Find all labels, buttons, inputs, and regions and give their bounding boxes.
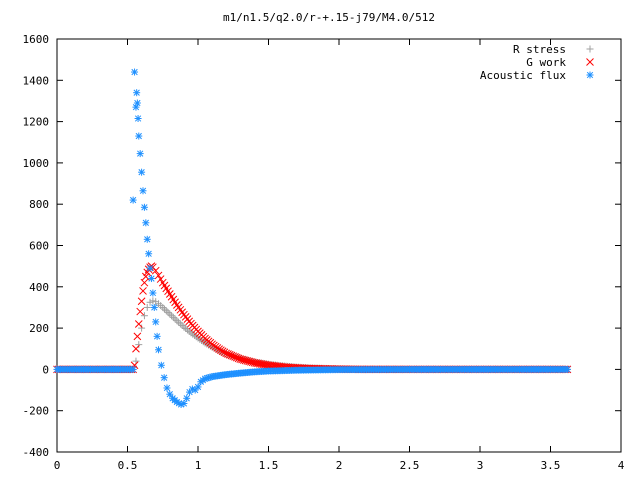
data-point — [194, 383, 202, 391]
data-point — [130, 361, 139, 370]
y-tick-label: 1400 — [23, 74, 50, 87]
legend-label: Acoustic flux — [480, 69, 566, 82]
data-point — [166, 390, 174, 398]
data-point — [182, 325, 190, 333]
x-tick-label: 4 — [618, 459, 625, 472]
chart-title: m1/n1.5/q2.0/r-+.15-j79/M4.0/512 — [223, 11, 435, 24]
data-point — [133, 89, 141, 97]
data-point — [173, 317, 181, 325]
data-point — [188, 385, 196, 393]
data-point — [129, 196, 137, 204]
data-point — [133, 332, 142, 341]
data-point — [132, 344, 140, 353]
y-tick-label: 600 — [29, 240, 49, 253]
x-axis: 0 0.5 1 1.5 2 2.5 3 3.5 4 — [54, 39, 625, 472]
data-point — [137, 297, 146, 306]
data-point — [161, 305, 169, 313]
data-point — [217, 346, 225, 355]
data-point — [154, 271, 163, 280]
data-point — [163, 384, 171, 392]
data-point — [136, 150, 144, 158]
data-point — [147, 275, 155, 283]
data-point — [180, 399, 188, 407]
data-point — [183, 326, 191, 334]
data-point — [134, 320, 143, 328]
legend-marker — [586, 45, 594, 53]
data-point — [140, 278, 149, 287]
data-point — [156, 275, 165, 283]
data-point — [139, 287, 147, 295]
y-tick-label: 1000 — [23, 157, 50, 170]
data-point — [146, 264, 154, 272]
x-tick-label: 2 — [336, 459, 343, 472]
data-point — [131, 68, 139, 76]
y-tick-label: -200 — [23, 405, 50, 418]
data-point — [183, 394, 191, 402]
data-point — [129, 365, 137, 373]
y-tick-label: 400 — [29, 281, 49, 294]
data-point — [160, 374, 168, 382]
x-tick-label: 3.5 — [541, 459, 561, 472]
x-tick-label: 1 — [195, 459, 202, 472]
data-point — [143, 303, 151, 311]
data-point — [157, 361, 165, 369]
data-point — [153, 332, 161, 340]
y-tick-label: 800 — [29, 198, 49, 211]
data-point — [175, 318, 183, 326]
data-point — [149, 289, 157, 297]
plot-area — [53, 68, 572, 409]
data-point — [215, 345, 224, 354]
data-point — [152, 318, 160, 326]
data-point — [150, 303, 158, 311]
data-point — [171, 315, 179, 323]
data-point — [138, 168, 146, 176]
legend-label: R stress — [513, 43, 566, 56]
x-tick-label: 1.5 — [259, 459, 279, 472]
y-tick-label: 200 — [29, 322, 49, 335]
data-point — [178, 321, 186, 329]
data-point — [159, 303, 167, 311]
y-tick-label: 0 — [42, 363, 49, 376]
data-point — [164, 308, 172, 316]
data-point — [192, 333, 200, 341]
x-tick-label: 2.5 — [400, 459, 420, 472]
data-point — [139, 187, 147, 195]
y-tick-label: 1600 — [23, 33, 50, 46]
y-tick-label: 1200 — [23, 116, 50, 129]
data-point — [185, 327, 193, 335]
data-point — [145, 250, 153, 258]
data-point — [143, 235, 151, 243]
data-point — [168, 312, 176, 320]
legend-marker — [586, 58, 594, 66]
x-tick-label: 3 — [477, 459, 484, 472]
legend-marker — [586, 71, 594, 79]
data-point — [140, 203, 148, 211]
x-tick-label: 0 — [54, 459, 61, 472]
data-point — [162, 307, 170, 315]
data-point — [135, 341, 143, 349]
data-point — [136, 307, 145, 316]
x-tick-label: 0.5 — [118, 459, 138, 472]
y-tick-label: -400 — [23, 446, 50, 459]
data-point — [166, 310, 174, 318]
data-point — [135, 132, 143, 140]
data-point — [133, 99, 141, 107]
data-point — [180, 323, 188, 331]
data-point — [218, 347, 227, 356]
data-point — [142, 219, 150, 227]
data-point — [155, 346, 163, 354]
data-point — [176, 320, 184, 328]
series-acoustic-flux — [53, 68, 571, 409]
data-point — [563, 365, 571, 373]
data-point — [134, 115, 142, 123]
legend-label: G work — [526, 56, 566, 69]
data-point — [169, 313, 177, 321]
data-point — [138, 324, 146, 332]
data-point — [140, 312, 148, 320]
